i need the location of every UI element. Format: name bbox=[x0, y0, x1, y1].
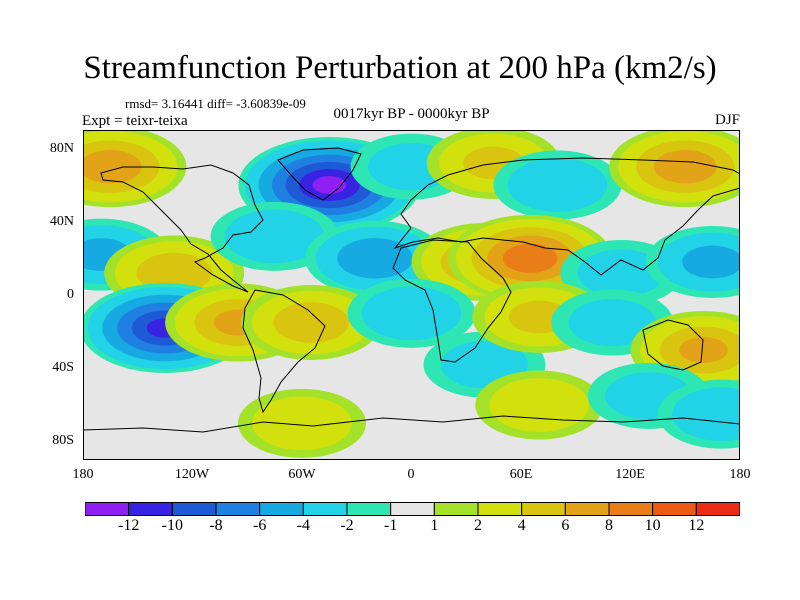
colorbar-swatch bbox=[608, 502, 654, 516]
colorbar-swatch bbox=[259, 502, 304, 516]
anomaly-contour-13 bbox=[682, 245, 740, 279]
anomaly-contour-5 bbox=[662, 154, 708, 179]
anomaly-contour-9 bbox=[348, 243, 402, 273]
lon-tick-180w: 180 bbox=[72, 467, 94, 482]
colorbar-label: 12 bbox=[688, 517, 705, 534]
map-frame bbox=[83, 130, 740, 460]
season-label: DJF bbox=[714, 112, 740, 128]
colorbar-label: 1 bbox=[430, 517, 439, 534]
anomaly-contour-8 bbox=[239, 217, 311, 256]
experiment-label: Expt = teixr-teixa bbox=[82, 113, 188, 129]
rmsd-diff-stats: rmsd= 3.16441 diff= -3.60839e-09 bbox=[125, 96, 306, 111]
colorbar-swatch bbox=[346, 502, 392, 516]
coast-greenland bbox=[277, 147, 362, 201]
colorbar-swatch bbox=[215, 502, 261, 516]
coast-north-america bbox=[100, 164, 264, 293]
lat-tick-0: 0 bbox=[67, 287, 74, 302]
lon-tick-180e: 180 bbox=[729, 467, 751, 482]
colorbar-label: 8 bbox=[605, 517, 613, 534]
colorbar-label: -12 bbox=[117, 517, 140, 534]
lat-tick-80n: 80N bbox=[49, 141, 74, 156]
coast-australia bbox=[642, 319, 704, 371]
lat-tick-40s: 40S bbox=[52, 360, 74, 375]
lon-tick-120e: 120E bbox=[615, 467, 645, 482]
anomaly-contour-7 bbox=[147, 258, 202, 288]
anomaly-contour-22 bbox=[266, 404, 338, 443]
colorbar-swatch bbox=[433, 502, 479, 516]
colorbar-label: 4 bbox=[517, 517, 526, 534]
colorbar-swatch bbox=[171, 502, 217, 516]
colorbar-label: -4 bbox=[296, 517, 310, 534]
colorbar-swatch bbox=[695, 502, 740, 516]
coast-eurasia bbox=[393, 157, 740, 276]
anomaly-contour-21 bbox=[679, 337, 728, 363]
anomaly-contour-20 bbox=[568, 298, 656, 347]
colorbar-swatch bbox=[564, 502, 610, 516]
anomaly-contour-25 bbox=[686, 395, 740, 434]
coast-antarctica bbox=[83, 415, 740, 433]
anomaly-contour-11 bbox=[510, 247, 550, 269]
colorbar-swatch bbox=[652, 502, 697, 516]
coastlines bbox=[83, 147, 740, 433]
colorbar-swatch bbox=[128, 502, 173, 516]
colorbar-label: -2 bbox=[340, 517, 354, 534]
colorbar-swatch bbox=[521, 502, 566, 516]
anomaly-contour-12 bbox=[577, 249, 665, 297]
coast-south-america bbox=[242, 289, 326, 414]
colorbar-label: -1 bbox=[383, 517, 398, 534]
colorbar-swatch bbox=[85, 502, 130, 516]
anomaly-contour-17 bbox=[375, 294, 448, 333]
colorbar-label: -6 bbox=[252, 517, 267, 534]
anomaly-field bbox=[83, 130, 740, 458]
colorbar-label: 2 bbox=[474, 517, 482, 534]
anomaly-contour-16 bbox=[284, 308, 339, 337]
anomaly-contour-23 bbox=[503, 385, 575, 425]
lon-tick-0: 0 bbox=[407, 467, 415, 482]
lat-tick-80s: 80S bbox=[52, 433, 74, 448]
streamfunction-map bbox=[83, 130, 740, 460]
colorbar-label: -8 bbox=[209, 517, 223, 534]
colorbar-label: 10 bbox=[644, 517, 661, 534]
map-title: Streamfunction Perturbation at 200 hPa (… bbox=[83, 50, 717, 86]
coast-africa bbox=[392, 239, 512, 363]
colorbar-label: 6 bbox=[561, 517, 570, 534]
colorbar-swatch bbox=[477, 502, 523, 516]
lon-tick-60w: 60W bbox=[288, 467, 316, 482]
anomaly-contour-4 bbox=[521, 165, 594, 205]
colorbar bbox=[85, 502, 740, 516]
anomaly-contour-0 bbox=[88, 154, 133, 179]
lat-tick-40n: 40N bbox=[49, 214, 74, 229]
time-period-label: 0017kyr BP - 0000kyr BP bbox=[333, 106, 490, 122]
lon-tick-120w: 120W bbox=[174, 467, 210, 482]
colorbar-label: -10 bbox=[161, 517, 183, 534]
lon-tick-60e: 60E bbox=[509, 467, 533, 482]
colorbar-swatch bbox=[302, 502, 348, 516]
colorbar-swatch bbox=[390, 502, 435, 516]
